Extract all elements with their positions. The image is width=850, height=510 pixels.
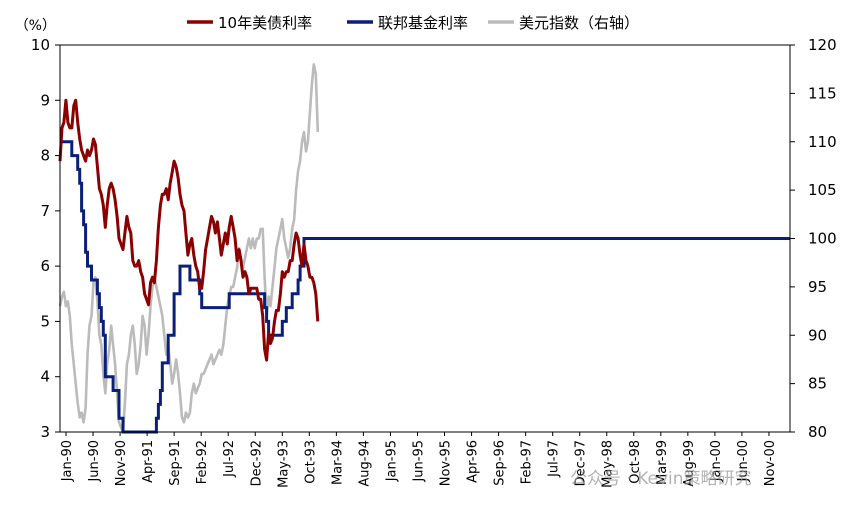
x-tick-label: Jul-92 <box>222 440 237 478</box>
y-left-tick-label: 7 <box>40 202 50 220</box>
legend-label: 联邦基金利率 <box>378 14 468 32</box>
y-left-tick-label: 4 <box>40 368 50 386</box>
legend-label: 10年美债利率 <box>218 14 312 32</box>
y-right-tick-label: 110 <box>808 133 837 151</box>
y-right-tick-label: 100 <box>808 230 837 248</box>
y-left-tick-label: 3 <box>40 423 50 441</box>
watermark-text: 公众号 · Kevin策略研究 <box>570 469 752 489</box>
y-axis-right: 80 85 90 95 100 105 110 115 120 <box>790 36 837 441</box>
x-tick-label: Aug-99 <box>682 440 697 487</box>
x-tick-label: Sep-91 <box>168 440 183 486</box>
x-tick-label: Jan-90 <box>60 440 75 482</box>
series-line-fed-funds <box>60 140 790 434</box>
x-tick-label: Jul-97 <box>547 440 562 478</box>
x-tick-label: Jan-00 <box>709 440 724 482</box>
x-tick-label: Nov-95 <box>439 440 454 486</box>
x-tick-label: Jun-90 <box>87 440 102 483</box>
x-tick-label: Dec-97 <box>574 440 589 486</box>
x-tick-label: Mar-99 <box>655 440 670 485</box>
x-tick-label: Oct-98 <box>628 440 643 484</box>
x-tick-label: Feb-92 <box>195 440 210 484</box>
y-left-tick-label: 5 <box>40 312 50 330</box>
y-left-tick-label: 9 <box>40 91 50 109</box>
x-tick-label: Mar-94 <box>330 440 345 485</box>
x-tick-label: Nov-90 <box>114 440 129 486</box>
y-axis-left: 3 4 5 6 7 8 9 10 <box>31 36 60 441</box>
y-right-tick-label: 85 <box>808 375 827 393</box>
series-line-dollar-index <box>58 63 320 434</box>
legend-label: 美元指数（右轴） <box>519 14 639 32</box>
x-tick-label: Jun-95 <box>411 440 426 483</box>
x-tick-label: Apr-91 <box>141 440 156 483</box>
x-axis: Jan-90 Jun-90 Nov-90 Apr-91 Sep-91 Feb-92 Jul-… <box>60 432 778 488</box>
x-tick-label: Nov-00 <box>763 440 778 486</box>
y-right-tick-label: 90 <box>808 326 827 344</box>
x-tick-label: Jun-00 <box>736 440 751 483</box>
x-tick-label: Feb-97 <box>520 440 535 484</box>
legend: 10年美债利率 联邦基金利率 美元指数（右轴） <box>187 14 639 32</box>
x-tick-label: May-93 <box>276 440 291 488</box>
y-right-tick-label: 95 <box>808 278 827 296</box>
x-tick-label: Oct-93 <box>303 440 318 484</box>
y-right-tick-label: 120 <box>808 36 837 54</box>
unit-label: （%） <box>15 18 56 34</box>
y-left-tick-label: 8 <box>40 147 50 165</box>
y-right-tick-label: 80 <box>808 423 827 441</box>
y-right-tick-label: 105 <box>808 181 837 199</box>
y-right-tick-label: 115 <box>808 84 837 102</box>
x-tick-label: Dec-92 <box>249 440 264 486</box>
series-line-10y-treasury <box>58 98 320 362</box>
plot-area <box>58 63 790 434</box>
x-tick-label: Sep-96 <box>493 440 508 486</box>
y-left-tick-label: 6 <box>40 257 50 275</box>
x-tick-label: May-98 <box>601 440 616 488</box>
x-tick-label: Apr-96 <box>466 440 481 483</box>
x-tick-label: Aug-94 <box>357 440 372 487</box>
y-left-tick-label: 10 <box>31 36 50 54</box>
x-tick-label: Jan-95 <box>384 440 399 482</box>
